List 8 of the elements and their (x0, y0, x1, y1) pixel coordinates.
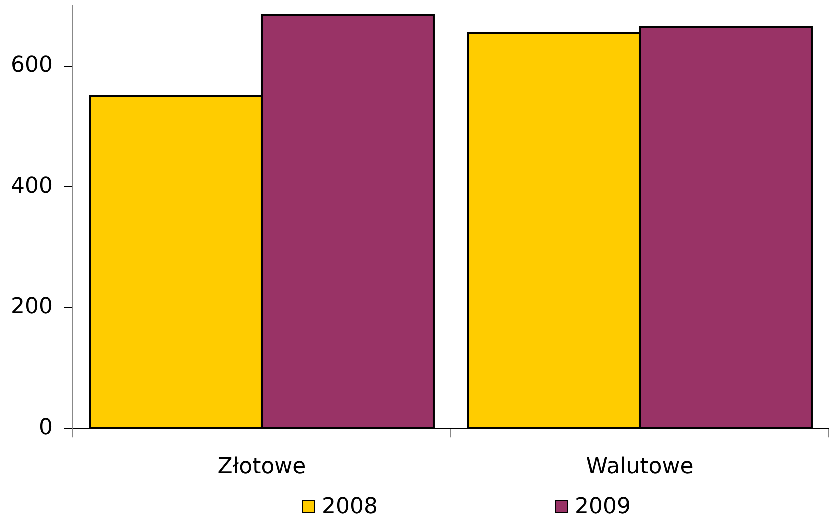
y-tick-label: 200 (10, 294, 53, 320)
y-tick-label: 400 (10, 174, 53, 199)
x-tick-label: Walutowe (586, 454, 694, 480)
y-tick-label: 0 (38, 415, 53, 440)
legend-label: 2008 (322, 494, 378, 520)
x-tick-label: Złotowe (218, 454, 306, 480)
y-tick-label: 600 (10, 53, 53, 78)
legend-label: 2009 (575, 494, 631, 520)
